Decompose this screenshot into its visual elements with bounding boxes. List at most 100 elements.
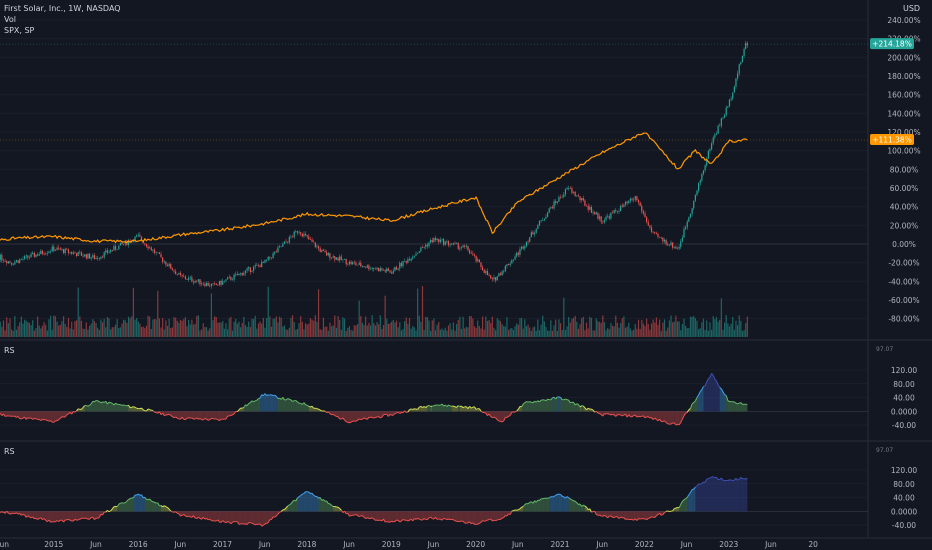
rs-line — [298, 495, 301, 498]
rs-area — [58, 511, 61, 522]
candle-body — [420, 247, 422, 252]
rs-area — [315, 496, 317, 512]
rs-line — [714, 378, 717, 382]
volume-bar — [378, 324, 380, 337]
rs-area — [378, 511, 381, 521]
rs-area — [711, 476, 714, 512]
rs-line — [688, 407, 691, 411]
rs-area — [737, 479, 740, 512]
rs-area — [53, 511, 56, 522]
candle-body — [585, 205, 588, 207]
volume-legend[interactable]: Vol — [4, 15, 16, 24]
rs-area — [380, 411, 382, 418]
rs-line — [259, 394, 263, 399]
volume-bar — [382, 324, 385, 337]
rs-line — [521, 506, 524, 508]
rs-line — [246, 522, 250, 525]
candle-body — [77, 251, 79, 257]
rs-area — [188, 511, 191, 517]
volume-bar — [2, 320, 5, 337]
rs-line — [68, 519, 71, 521]
volume-bar — [97, 327, 99, 337]
rs-area — [79, 511, 82, 520]
candle-body — [33, 252, 35, 257]
volume-bar — [460, 329, 463, 337]
volume-bar — [22, 323, 24, 337]
rs-area — [372, 511, 374, 519]
rs-line — [457, 405, 461, 407]
rs-area — [295, 497, 298, 512]
candle-body — [404, 261, 406, 262]
candle-body — [480, 262, 482, 268]
candle-body — [27, 255, 29, 258]
rs-line — [38, 517, 42, 520]
volume-bar — [520, 317, 523, 337]
rs-line — [419, 518, 422, 521]
candle-body — [680, 241, 682, 247]
rs-line — [555, 396, 558, 400]
rs-area — [185, 411, 188, 420]
candle-body — [728, 99, 731, 107]
candle-body — [369, 268, 372, 270]
volume-bar — [673, 321, 675, 337]
candle-body — [498, 273, 500, 277]
volume-bar — [480, 328, 482, 337]
rs-line — [399, 520, 402, 523]
candle-body — [568, 187, 570, 189]
rs-area — [536, 400, 538, 412]
rs-line — [623, 517, 626, 520]
candle-body — [389, 270, 391, 273]
candle-body — [530, 232, 532, 238]
rs-pane-2-label[interactable]: RS — [4, 447, 15, 456]
candle-body — [280, 246, 282, 248]
volume-bar — [139, 323, 141, 337]
rs-line — [313, 494, 316, 497]
candle-body — [470, 253, 472, 254]
volume-bar — [352, 330, 354, 337]
volume-bar — [126, 322, 128, 337]
symbol-legend[interactable]: First Solar, Inc., 1W, NASDAQ — [4, 4, 121, 13]
rs-area — [476, 511, 478, 525]
volume-bar — [551, 330, 554, 337]
rs-area — [206, 511, 209, 520]
rs-area — [721, 388, 723, 412]
volume-bar — [467, 327, 469, 337]
rs-line — [134, 406, 137, 409]
candle-body — [139, 234, 141, 237]
rs-line — [399, 412, 402, 414]
volume-bar — [514, 326, 516, 337]
rs-line — [367, 517, 370, 519]
volume-bar — [558, 319, 560, 337]
rs-line — [78, 408, 80, 410]
rs-area — [126, 405, 129, 412]
volume-bar — [569, 322, 571, 337]
candle-body — [550, 207, 552, 209]
volume-bar — [365, 316, 367, 337]
candle-body — [240, 273, 242, 274]
volume-bar — [589, 316, 591, 337]
rs-line — [344, 419, 347, 423]
rs-pane-1-label[interactable]: RS — [4, 346, 15, 355]
candle-body — [82, 255, 84, 257]
candle-body — [561, 196, 563, 198]
rs-line — [681, 415, 685, 420]
candle-body — [382, 270, 385, 271]
rs-area — [224, 511, 226, 523]
rs-line — [55, 520, 58, 523]
rs-line — [362, 515, 365, 518]
rs-area — [692, 489, 694, 512]
rs-area — [344, 411, 347, 422]
rs-area — [529, 401, 532, 412]
volume-bar — [127, 316, 130, 337]
rs-area — [451, 511, 454, 520]
candle-body — [715, 133, 718, 135]
rs-area — [466, 511, 468, 524]
candle-body — [22, 258, 24, 260]
time-axis[interactable]: Jun2015Jun2016Jun2017Jun2018Jun2019Jun20… — [0, 540, 818, 549]
rs-area — [622, 511, 624, 518]
candle-body — [214, 283, 216, 284]
volume-bar — [178, 322, 180, 337]
rs-line — [0, 511, 3, 513]
compare-legend[interactable]: SPX, SP — [4, 26, 35, 35]
